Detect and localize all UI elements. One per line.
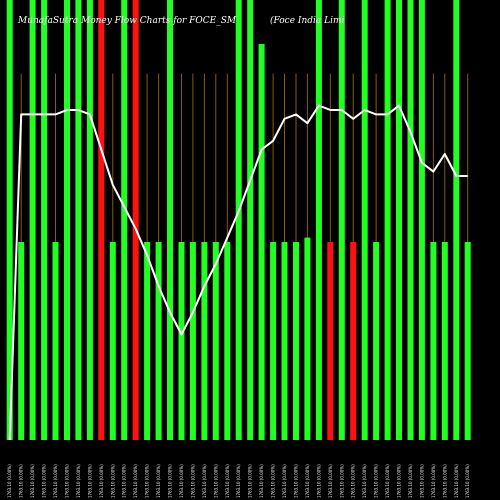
bars-layer [6,0,471,440]
tick-label: 1763.10 (0.00%) [236,464,241,498]
tick-label: 1763.10 (0.00%) [408,464,413,498]
tick-label: 1763.10 (0.00%) [65,464,70,498]
tick-label: 1763.10 (0.00%) [442,464,447,498]
tick-label: 1763.10 (0.00%) [168,464,173,498]
tick-label: 1763.10 (0.00%) [145,464,150,498]
tick-label: 1763.10 (0.00%) [76,464,81,498]
bar [373,242,380,440]
tick-label: 1763.10 (0.00%) [419,464,424,498]
bar [418,0,425,440]
tick-label: 1763.10 (0.00%) [351,464,356,498]
bar [430,242,437,440]
bar [29,0,36,440]
tick-label: 1763.10 (0.00%) [271,464,276,498]
bar [224,242,231,440]
bar [315,0,322,440]
tick-label: 1763.10 (0.00%) [282,464,287,498]
bar [18,242,25,440]
bar [327,242,334,440]
tick-label: 1763.10 (0.00%) [294,464,299,498]
bar [98,0,105,440]
bar [41,0,48,440]
tick-label: 1763.10 (0.00%) [99,464,104,498]
bar [350,242,357,440]
tick-labels: 1763.10 (0.00%) 1763.10 (0.00%) 1763.10 (0… [7,464,470,498]
bar [258,44,265,440]
chart-subtitle: (Foce India Limi [270,15,345,26]
bar [109,242,116,440]
tick-label: 1763.10 (0.00%) [316,464,321,498]
price-line-layer [8,104,468,441]
bar [361,0,368,440]
tick-label: 1763.10 (0.00%) [465,464,470,498]
bar [281,242,288,440]
tick-label: 1763.10 (0.00%) [213,464,218,498]
bar [132,0,139,440]
bar [247,0,254,440]
bar [453,0,460,440]
chart-title: MunafaSutra Money Flow Charts for FOCE_S… [17,16,237,26]
bar [338,0,345,440]
tick-label: 1763.10 (0.00%) [305,464,310,498]
bar [293,242,299,440]
tick-label: 1763.10 (0.00%) [259,464,264,498]
tick-label: 1763.10 (0.00%) [362,464,367,498]
bar [189,242,196,440]
bar [396,0,402,440]
tick-label: 1763.10 (0.00%) [397,464,402,498]
tick-label: 1763.10 (0.00%) [190,464,195,498]
tick-label: 1763.10 (0.00%) [42,464,47,498]
tick-label: 1763.10 (0.00%) [87,464,92,498]
bar [64,0,70,440]
tick-label: 1763.10 (0.00%) [225,464,230,498]
tick-label: 1763.10 (0.00%) [179,464,184,498]
tick-label: 1763.10 (0.00%) [374,464,379,498]
bar [75,0,82,440]
bar [270,242,277,440]
bar [441,242,448,440]
bar [201,242,208,440]
tick-label: 1763.10 (0.00%) [202,464,207,498]
bar [155,242,162,440]
tick-label: 1763.10 (0.00%) [431,464,436,498]
tick-label: 1763.10 (0.00%) [339,464,344,498]
bar [178,242,185,440]
bar [6,0,13,440]
tick-label: 1763.10 (0.00%) [19,464,24,498]
tick-label: 1763.10 (0.00%) [156,464,161,498]
bar [212,242,219,440]
tick-label: 1763.10 (0.00%) [248,464,253,498]
tick-label: 1763.10 (0.00%) [122,464,127,498]
bar [464,242,471,440]
tick-label: 1763.10 (0.00%) [328,464,333,498]
price-line [8,104,468,441]
bar [235,0,242,440]
bar [384,0,391,440]
tick-label: 1763.10 (0.00%) [110,464,115,498]
bar [304,237,311,440]
bar [407,0,414,440]
bar [167,0,173,440]
bar [144,242,151,440]
tick-label: 1763.10 (0.00%) [133,464,138,498]
tick-label: 1763.10 (0.00%) [7,464,12,498]
tick-label: 1763.10 (0.00%) [385,464,390,498]
bar [52,242,59,440]
tick-label: 1763.10 (0.00%) [454,464,459,498]
tick-label: 1763.10 (0.00%) [30,464,35,498]
bar [86,0,93,440]
tick-label: 1763.10 (0.00%) [53,464,58,498]
bar [121,0,128,440]
